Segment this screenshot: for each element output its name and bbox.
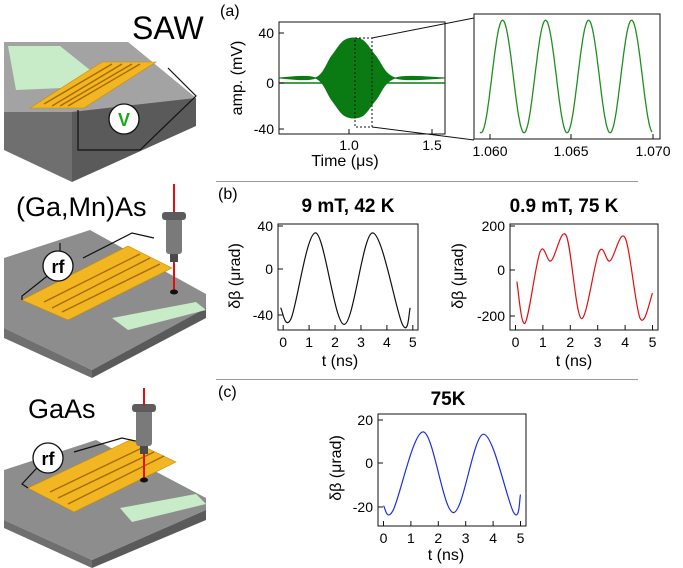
zoom-xtick-1070: 1.070	[635, 143, 670, 159]
voltmeter-label: V	[118, 110, 130, 130]
a-xlabel: Time (μs)	[311, 153, 378, 170]
panel-c-plot: 75K 20 0 -20 0 1 2 3 4 5 t (ns) δβ (μrad)	[328, 389, 527, 564]
a-xtick-1: 1.0	[339, 137, 359, 153]
saw-title: SAW	[132, 10, 204, 46]
separator-bc	[216, 379, 638, 380]
c-xtick-label: 4	[489, 530, 497, 546]
gaas-device: rf	[4, 388, 206, 568]
b-right-ytick-0: 0	[497, 262, 505, 278]
b-right-xtick-label: 1	[539, 334, 547, 350]
a-ylabel: amp. (mV)	[229, 41, 246, 116]
zoom-xtick-1060: 1.060	[472, 143, 507, 159]
b-right-xtick-label: 0	[512, 334, 520, 350]
b-left-ylabel: δβ (μrad)	[227, 243, 244, 309]
saw-burst-trace	[278, 37, 446, 119]
panel-a-zoom-plot: 1.060 1.065 1.070	[472, 13, 671, 159]
gamnas-device: rf	[4, 184, 206, 378]
rf-label-bottom: rf	[42, 449, 56, 469]
objective-lens-icon-top	[162, 184, 186, 295]
a-ytick-0: 0	[266, 75, 274, 91]
c-ytick-0: 0	[365, 455, 373, 471]
b-right-ytick-200: 200	[482, 218, 506, 234]
c-xtick-label: 1	[407, 530, 415, 546]
gamnas-title: (Ga,Mn)As	[16, 192, 147, 222]
b-right-xtick-label: 2	[566, 334, 574, 350]
b-left-trace	[280, 232, 411, 329]
a-xtick-15: 1.5	[422, 137, 442, 153]
b-right-xtick-label: 5	[649, 334, 657, 350]
rf-label-top: rf	[52, 257, 66, 277]
c-xtick-label: 3	[462, 530, 470, 546]
b-right-xtick-label: 4	[621, 334, 629, 350]
b-left-xtick-label: 4	[383, 334, 391, 350]
a-ytick-m40: -40	[254, 121, 274, 137]
panel-a-main-plot: 40 0 -40 1.0 1.5 Time (μs) amp. (mV)	[229, 21, 446, 170]
b-left-xtick-label: 3	[357, 334, 365, 350]
b-right-xlabel: t (ns)	[556, 353, 592, 370]
rf-source-icon-bottom	[32, 442, 64, 474]
zoom-connector-bottom	[371, 126, 475, 141]
objective-lens-icon-bottom	[132, 388, 156, 483]
b-right-xtick-label: 3	[594, 334, 602, 350]
c-ytick-m20: -20	[353, 499, 373, 515]
saw-device: V	[4, 42, 197, 182]
gaas-title: GaAs	[28, 394, 96, 424]
b-left-ytick-m40: -40	[253, 307, 273, 323]
panel-b-left-plot: 9 mT, 42 K 40 0 -40 0 1 2 3 4 5 t (ns) δβ (μr…	[227, 196, 419, 370]
zoom-connector-top	[371, 17, 475, 39]
b-right-ytick-m200: -200	[477, 308, 505, 324]
c-xtick-label: 2	[434, 530, 442, 546]
c-xtick-label: 0	[380, 530, 388, 546]
separator-ab	[216, 181, 638, 182]
c-ytick-20: 20	[357, 412, 373, 428]
c-title: 75K	[431, 389, 466, 410]
b-right-ylabel: δβ (μrad)	[450, 243, 467, 309]
device-schematics: V rf	[4, 42, 206, 568]
rf-source-icon-top	[42, 250, 74, 282]
a-ytick-40: 40	[258, 25, 274, 41]
b-right-title: 0.9 mT, 75 K	[510, 196, 619, 217]
panel-b-letter: (b)	[218, 186, 238, 203]
c-ylabel: δβ (μrad)	[328, 435, 345, 501]
c-xlabel: t (ns)	[428, 547, 464, 564]
voltmeter-icon	[108, 103, 140, 135]
b-left-ytick-0: 0	[265, 261, 273, 277]
c-xtick-label: 5	[517, 530, 525, 546]
b-left-title: 9 mT, 42 K	[302, 196, 395, 217]
panel-a-letter: (a)	[220, 3, 240, 20]
zoom-xtick-1065: 1.065	[553, 143, 588, 159]
panel-c-letter: (c)	[218, 384, 237, 401]
b-left-xtick-label: 0	[279, 334, 287, 350]
b-left-xtick-label: 2	[331, 334, 339, 350]
c-trace	[383, 431, 522, 516]
b-left-xtick-label: 5	[409, 334, 417, 350]
panel-b-right-plot: 0.9 mT, 75 K 200 0 -200 0 1 2 3 4 5 t (ns) δβ…	[450, 196, 659, 370]
b-right-trace	[516, 233, 654, 324]
b-left-xlabel: t (ns)	[322, 353, 358, 370]
b-left-ytick-40: 40	[257, 218, 273, 234]
b-left-xtick-label: 1	[305, 334, 313, 350]
zoom-window-marker	[354, 37, 373, 128]
zoom-sine-trace	[479, 19, 653, 134]
